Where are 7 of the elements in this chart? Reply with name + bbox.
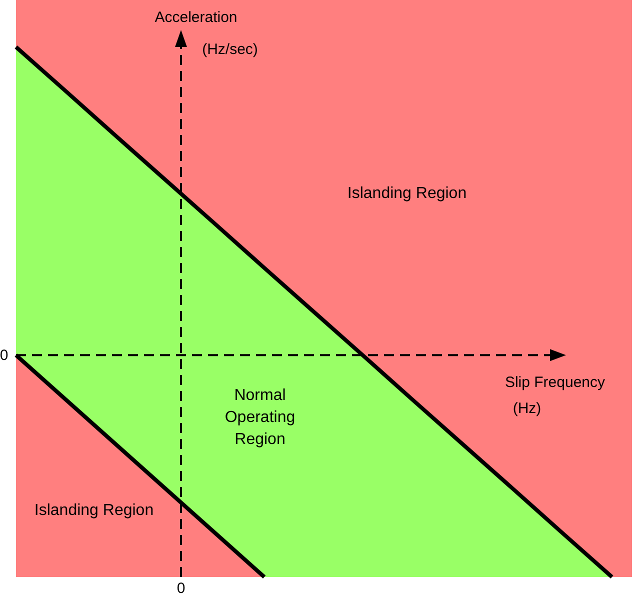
x-axis-title: Slip Frequency (Hz) bbox=[504, 374, 606, 417]
annotation: Islanding Region bbox=[34, 502, 154, 519]
text: 0 bbox=[0, 347, 8, 364]
annotation: Islanding Region bbox=[347, 185, 467, 202]
text: 0 bbox=[176, 580, 186, 597]
annotation: Normal Operating Region bbox=[224, 387, 296, 448]
y-axis-title: Acceleration (Hz/sec) bbox=[154, 9, 258, 58]
